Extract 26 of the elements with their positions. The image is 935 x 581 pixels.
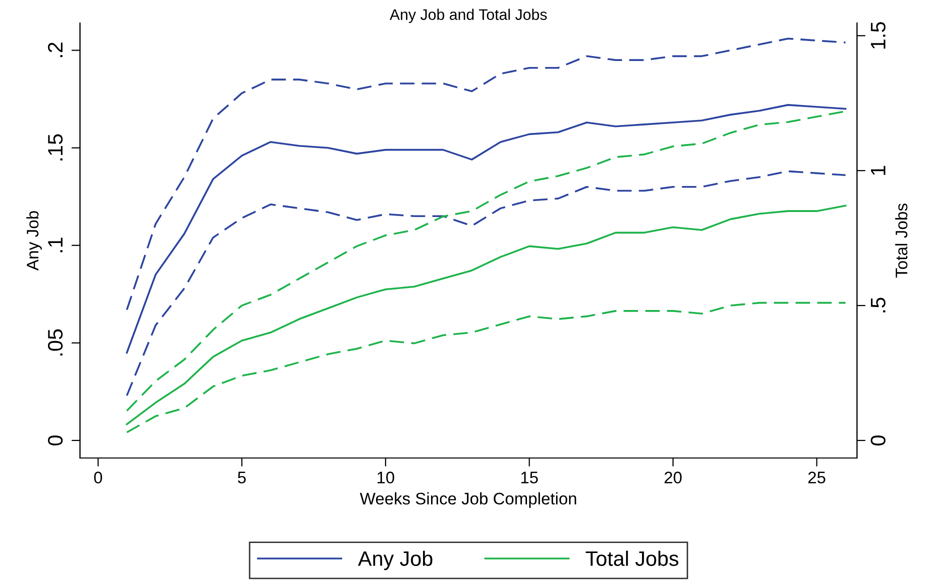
y2-tick-label: 0 xyxy=(870,435,886,446)
x-tick-label: 5 xyxy=(238,472,246,484)
line-series xyxy=(126,170,846,396)
y-axis-title: Any Job xyxy=(26,211,42,271)
y-tick-label: .2 xyxy=(48,42,62,58)
x-axis-title: Weeks Since Job Completion xyxy=(360,492,576,508)
x-tick-label: 10 xyxy=(378,472,394,484)
y2-tick-label: 1 xyxy=(870,166,886,175)
x-tick-label: 25 xyxy=(808,472,826,484)
legend-label: Any Job xyxy=(358,550,432,570)
y2-tick-label: 1.5 xyxy=(870,22,886,49)
y-tick-label: .1 xyxy=(48,238,62,252)
y-tick-label: .15 xyxy=(48,134,63,160)
y2-axis-title: Total Jobs xyxy=(895,204,908,278)
line-series xyxy=(126,302,846,434)
x-tick-label: 0 xyxy=(94,472,102,484)
line-series xyxy=(126,104,846,354)
y-tick-label: .05 xyxy=(48,329,63,356)
line-series xyxy=(126,204,846,426)
legend-label: Total Jobs xyxy=(586,550,678,566)
y2-tick-label: .5 xyxy=(870,298,886,312)
y-tick-label: 0 xyxy=(48,435,63,446)
x-tick-label: 20 xyxy=(664,472,682,484)
line-series xyxy=(126,38,846,311)
x-tick-label: 15 xyxy=(521,472,538,484)
chart-title: Any Job and Total Jobs xyxy=(390,8,547,23)
